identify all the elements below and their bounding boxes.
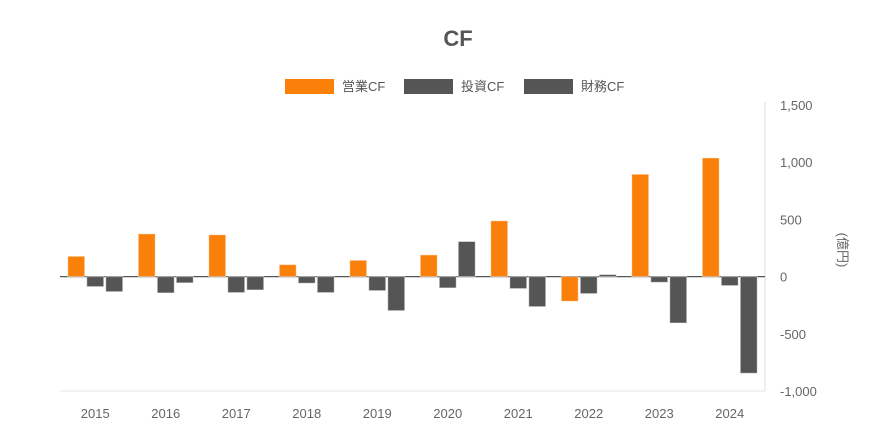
legend-label: 財務CF xyxy=(581,79,624,94)
x-tick-label: 2020 xyxy=(433,406,462,421)
bar-operating-2020 xyxy=(419,254,438,278)
legend-swatch xyxy=(285,79,334,94)
axes: 1,500 1,000 500 0 -500 -1,000 2015 2016 2017 2018… xyxy=(60,98,817,421)
bar-financing-2022 xyxy=(598,274,617,278)
x-tick-label: 2018 xyxy=(292,406,321,421)
bar-financing-2024 xyxy=(739,276,758,374)
y-axis-label: (億円) xyxy=(835,233,850,268)
bar-financing-2019 xyxy=(387,276,406,312)
bar-operating-2017 xyxy=(208,234,227,278)
y-tick-label: -1,000 xyxy=(780,384,817,399)
bar-financing-2018 xyxy=(316,276,335,294)
legend-label: 投資CF xyxy=(461,79,504,94)
y-tick-label: 0 xyxy=(780,270,787,285)
legend-swatch xyxy=(404,79,453,94)
bar-operating-2021 xyxy=(490,220,509,278)
y-tick-label: 1,500 xyxy=(780,98,813,113)
x-tick-label: 2017 xyxy=(222,406,251,421)
bar-financing-2017 xyxy=(246,276,265,291)
x-tick-label: 2019 xyxy=(363,406,392,421)
legend-label: 営業CF xyxy=(342,79,385,94)
bar-operating-2015 xyxy=(67,255,86,278)
bar-investing-2024 xyxy=(720,276,739,287)
bar-financing-2021 xyxy=(528,276,547,308)
bar-operating-2024 xyxy=(701,157,720,278)
bar-investing-2020 xyxy=(438,276,457,289)
legend: 営業CF 投資CF 財務CF xyxy=(285,79,624,94)
bar-investing-2018 xyxy=(297,276,316,284)
bars xyxy=(67,157,758,374)
x-tick-label: 2015 xyxy=(81,406,110,421)
bar-operating-2018 xyxy=(278,264,297,278)
bar-financing-2020 xyxy=(457,240,476,278)
x-tick-label: 2016 xyxy=(151,406,180,421)
bar-operating-2022 xyxy=(560,276,579,302)
bar-operating-2019 xyxy=(349,259,368,278)
legend-swatch xyxy=(524,79,573,94)
bar-financing-2015 xyxy=(105,276,124,293)
bar-financing-2016 xyxy=(175,276,194,284)
bar-investing-2016 xyxy=(156,276,175,294)
bar-investing-2022 xyxy=(579,276,598,295)
bar-operating-2016 xyxy=(137,233,156,278)
y-tick-label: -500 xyxy=(780,327,806,342)
bar-investing-2023 xyxy=(650,276,669,283)
bar-investing-2017 xyxy=(227,276,246,294)
x-tick-label: 2021 xyxy=(504,406,533,421)
x-tick-label: 2022 xyxy=(574,406,603,421)
y-tick-label: 1,000 xyxy=(780,155,813,170)
y-tick-label: 500 xyxy=(780,212,802,227)
chart-title: CF xyxy=(443,26,472,51)
x-tick-label: 2024 xyxy=(715,406,744,421)
bar-investing-2015 xyxy=(86,276,105,288)
bar-operating-2023 xyxy=(631,173,650,278)
bar-investing-2021 xyxy=(509,276,528,290)
bar-financing-2023 xyxy=(669,276,688,324)
x-tick-label: 2023 xyxy=(645,406,674,421)
bar-investing-2019 xyxy=(368,276,387,292)
